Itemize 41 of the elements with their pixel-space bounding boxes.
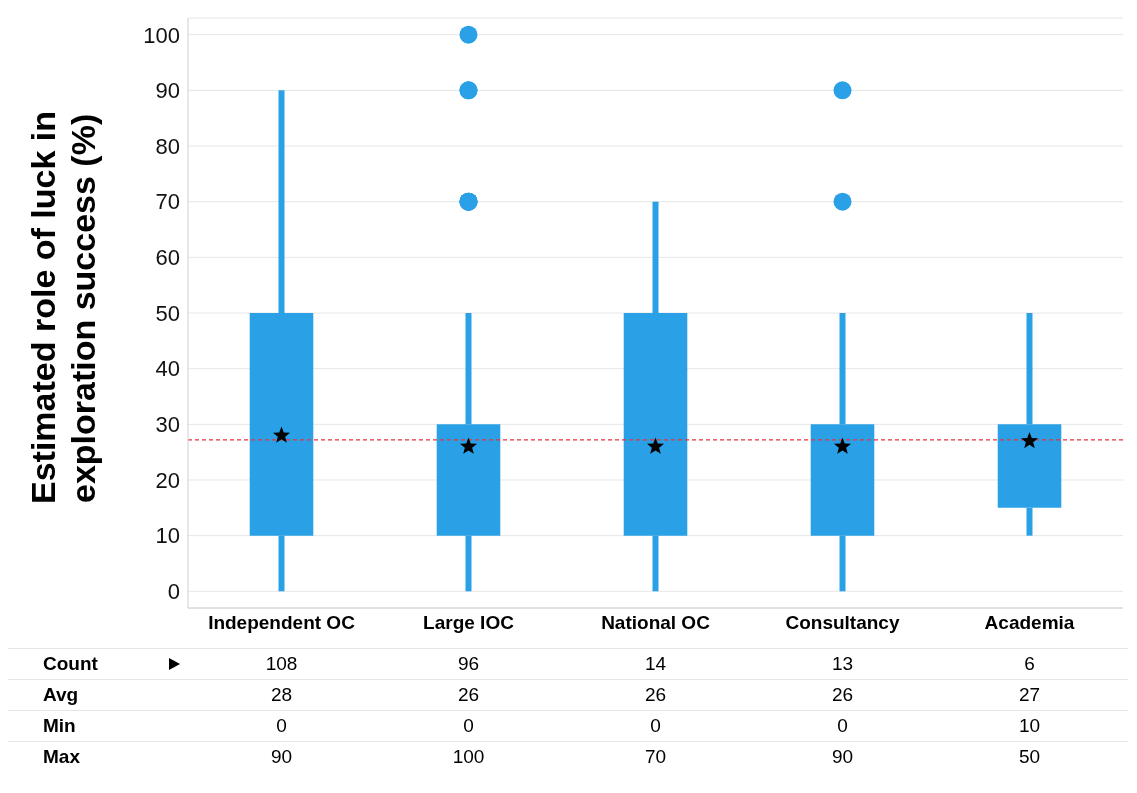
text: 108: [264, 653, 299, 675]
y-tick-label: 70: [155, 189, 180, 215]
text: 13: [830, 653, 855, 675]
y-axis-title: Estimated role of luck in exploration success (%): [23, 110, 103, 507]
y-tick-label: 90: [155, 78, 180, 104]
y-tick-label: 50: [155, 300, 180, 326]
text: 0: [649, 715, 662, 737]
x-tick-label: Consultancy: [785, 612, 900, 634]
text: 26: [830, 684, 855, 706]
y-tick-label: 10: [155, 523, 180, 549]
x-tick-label: National OC: [601, 612, 711, 634]
text: Max: [43, 746, 80, 768]
x-tick-label: Large IOC: [423, 612, 515, 634]
text: 0: [275, 715, 288, 737]
text: Avg: [43, 684, 79, 706]
text: 14: [643, 653, 668, 675]
text: 0: [836, 715, 849, 737]
text: 90: [830, 746, 855, 768]
text: 26: [643, 684, 668, 706]
y-tick-label: 80: [155, 133, 180, 159]
text: 6: [1023, 653, 1036, 675]
text: 96: [456, 653, 481, 675]
y-tick-label: 100: [143, 22, 180, 48]
text: 70: [643, 746, 668, 768]
text: Count: [43, 653, 98, 675]
text: 100: [451, 746, 486, 768]
text: 90: [269, 746, 294, 768]
text: 10: [1017, 715, 1042, 737]
y-tick-label: 60: [155, 245, 180, 271]
y-tick-label: 30: [155, 412, 180, 438]
y-tick-label: 40: [155, 356, 180, 382]
y-tick-label: 20: [155, 467, 180, 493]
x-tick-label: Independent OC: [208, 612, 356, 634]
text: 0: [462, 715, 475, 737]
text: 26: [456, 684, 481, 706]
text: Min: [43, 715, 76, 737]
text: 50: [1017, 746, 1042, 768]
x-tick-label: Academia: [984, 612, 1075, 634]
text: 27: [1017, 684, 1042, 706]
y-tick-label: 0: [167, 579, 180, 605]
text: 28: [269, 684, 294, 706]
